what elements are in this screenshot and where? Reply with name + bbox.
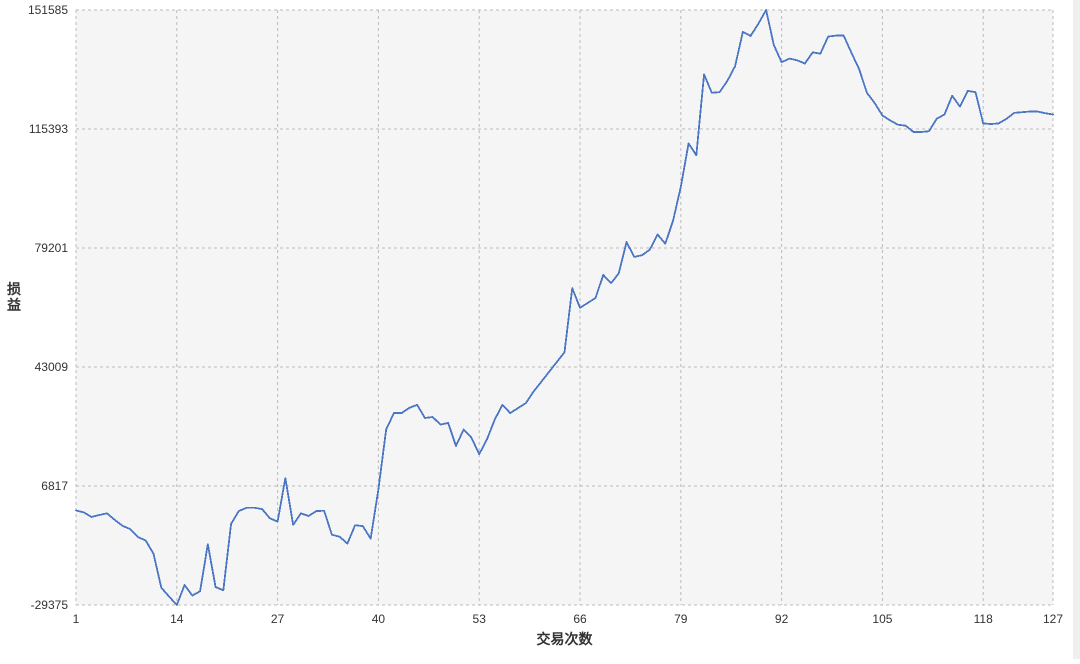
svg-text:-29375: -29375 (31, 598, 69, 612)
svg-text:40: 40 (372, 612, 386, 626)
svg-text:1: 1 (73, 612, 80, 626)
svg-text:交易次数: 交易次数 (537, 631, 594, 647)
svg-text:127: 127 (1043, 612, 1063, 626)
svg-text:79: 79 (674, 612, 688, 626)
svg-text:105: 105 (872, 612, 892, 626)
svg-text:14: 14 (170, 612, 184, 626)
svg-text:6817: 6817 (41, 479, 68, 493)
svg-text:92: 92 (775, 612, 789, 626)
svg-text:118: 118 (974, 612, 993, 626)
svg-text:43009: 43009 (35, 360, 69, 374)
svg-text:151585: 151585 (28, 3, 68, 17)
svg-text:损益: 损益 (7, 281, 21, 313)
svg-text:115393: 115393 (29, 122, 68, 136)
svg-text:53: 53 (473, 612, 487, 626)
svg-text:79201: 79201 (35, 241, 69, 255)
svg-text:66: 66 (573, 612, 587, 626)
svg-text:27: 27 (271, 612, 285, 626)
